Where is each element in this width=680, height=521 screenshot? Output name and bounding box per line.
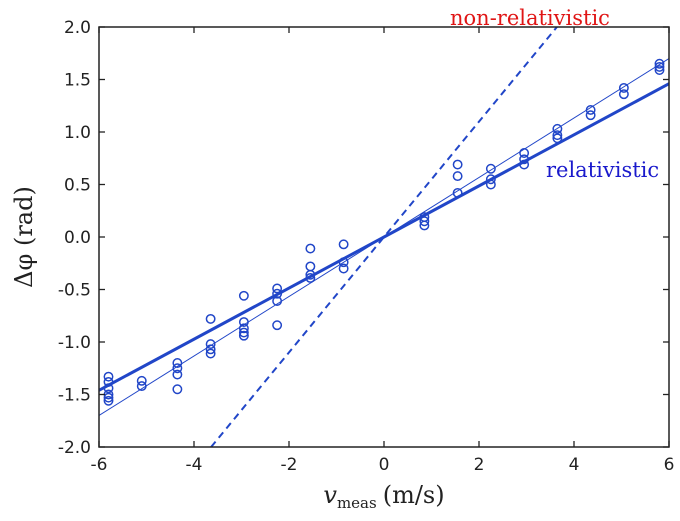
data-point	[519, 159, 530, 170]
lines-layer	[99, 27, 669, 447]
data-point	[485, 179, 496, 190]
data-point	[585, 105, 596, 115]
data-point	[103, 395, 114, 406]
x-axis-label-sub: meas	[337, 494, 377, 512]
data-point	[338, 263, 349, 274]
y-tick-label: 1.5	[64, 71, 91, 91]
data-point	[136, 381, 147, 392]
data-point	[485, 163, 496, 174]
data-point	[172, 363, 183, 374]
non-relativistic-line	[210, 27, 558, 447]
data-point	[552, 130, 563, 141]
data-point	[238, 323, 249, 334]
data-point	[552, 133, 563, 144]
data-point	[205, 348, 216, 359]
data-point	[205, 313, 216, 324]
data-point	[452, 187, 463, 198]
data-point	[238, 290, 249, 301]
data-point	[519, 148, 530, 158]
x-axis-label-unit: (m/s)	[383, 481, 445, 509]
y-tick-label: -0.5	[58, 281, 91, 301]
data-point	[654, 61, 665, 72]
ticks-layer: -6 -4 -2 0 2 4 6 -2.0 -1.5 -1.0 -0.5 0.0 0.5 1.0 1.5 2.…	[58, 18, 675, 475]
data-point	[172, 358, 183, 368]
data-point	[103, 392, 114, 403]
data-point	[305, 261, 316, 272]
data-point	[452, 159, 463, 170]
x-tick-label: -6	[91, 455, 108, 475]
data-point	[452, 171, 463, 182]
x-tick-label: -2	[281, 455, 298, 475]
data-point	[272, 320, 283, 331]
y-tick-label: 1.0	[64, 123, 91, 143]
fit-line	[99, 58, 669, 416]
data-point	[272, 283, 283, 294]
data-point	[585, 110, 596, 121]
data-point	[272, 288, 283, 299]
data-point	[654, 58, 665, 69]
points-layer	[103, 58, 665, 406]
data-point	[103, 376, 114, 387]
x-tick-label: 4	[569, 455, 580, 475]
data-point	[103, 371, 114, 382]
data-point	[338, 257, 349, 268]
data-point	[238, 327, 249, 338]
data-point	[305, 269, 316, 280]
y-tick-label: 0.5	[64, 176, 91, 196]
data-point	[205, 344, 216, 355]
y-axis-label: Δφ (rad)	[10, 186, 38, 288]
data-point	[136, 375, 147, 386]
x-axis-label: vmeas (m/s)	[323, 481, 444, 512]
data-point	[305, 243, 316, 254]
y-tick-label: -1.5	[58, 386, 91, 406]
data-point	[618, 89, 629, 100]
data-point	[272, 296, 283, 306]
data-point	[172, 384, 183, 395]
x-tick-label: 2	[474, 455, 485, 475]
y-tick-label: 0.0	[64, 228, 91, 248]
y-tick-label: -2.0	[58, 438, 91, 458]
data-point	[485, 174, 496, 185]
data-point	[654, 65, 665, 76]
data-point	[419, 212, 430, 223]
annotation-non-relativistic: non-relativistic	[450, 6, 610, 30]
data-point	[238, 330, 249, 341]
data-point	[103, 383, 114, 394]
data-point	[338, 239, 349, 250]
data-point	[618, 82, 629, 93]
data-point	[552, 123, 563, 134]
x-tick-label: 0	[379, 455, 390, 475]
x-tick-label: -4	[186, 455, 203, 475]
x-axis-label-var: v	[323, 481, 337, 509]
annotation-relativistic: relativistic	[546, 158, 659, 182]
data-point	[519, 154, 530, 165]
y-tick-label: 2.0	[64, 18, 91, 38]
data-point	[205, 339, 216, 350]
x-tick-label: 6	[664, 455, 675, 475]
data-point	[172, 369, 183, 380]
y-tick-label: -1.0	[58, 333, 91, 353]
data-point	[419, 216, 430, 227]
data-point	[305, 273, 316, 283]
data-point	[238, 317, 249, 327]
